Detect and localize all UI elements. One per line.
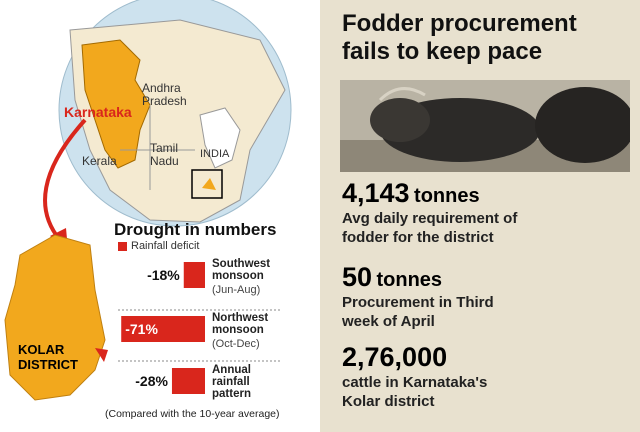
country-label: INDIA [200, 148, 230, 160]
state-borders [120, 105, 195, 190]
fact-figure: 50 tonnes [342, 262, 632, 293]
kolar-marker [95, 348, 108, 362]
legend-swatch [118, 242, 127, 251]
photo [340, 80, 630, 172]
district-map [4, 234, 106, 401]
row-period: (Jun-Aug) [212, 284, 261, 296]
region-label: Andhra Pradesh [142, 81, 187, 108]
legend-label: Rainfall deficit [131, 240, 200, 252]
value-label: -18% [147, 267, 180, 283]
region-label: Tamil Nadu [150, 141, 179, 168]
fact-text: Procurement in Third week of April [342, 294, 494, 330]
state-karnataka [81, 39, 151, 169]
fact-text: cattle in Karnataka's Kolar district [342, 374, 488, 410]
deficit-bar [171, 368, 205, 394]
fact: 2,76,000 cattle in Karnataka's Kolar dist… [342, 342, 632, 411]
india-inset [199, 107, 241, 169]
row-name: Northwest monsoon [212, 312, 269, 336]
fact-unit: tonnes [376, 269, 443, 291]
fact-number: 50 [342, 262, 373, 292]
fact-number: 2,76,000 [342, 342, 448, 372]
map-panel [4, 0, 292, 401]
fact-figure: 4,143 tonnes [342, 178, 632, 209]
fact-text: Avg daily requirement of fodder for the … [342, 210, 518, 246]
fact: 4,143 tonnes Avg daily requirement of fod… [342, 178, 632, 247]
district-label: KOLAR DISTRICT [18, 342, 78, 372]
row-period: (Oct-Dec) [212, 338, 260, 350]
deficit-bar [121, 316, 205, 342]
fact: 50 tonnes Procurement in Third week of Ap… [342, 262, 632, 331]
fact-figure: 2,76,000 [342, 342, 632, 373]
facts-title: Fodder procurement fails to keep pace [342, 10, 577, 65]
inset-state [202, 178, 216, 190]
state-label: Karnataka [64, 104, 132, 120]
deficit-bar [183, 262, 205, 288]
value-label: -71% [125, 321, 158, 337]
row-name: Southwest monsoon [212, 258, 271, 282]
fact-number: 4,143 [342, 178, 410, 208]
fact-unit: tonnes [414, 185, 480, 207]
drought-title: Drought in numbers [114, 220, 277, 239]
value-label: -28% [135, 373, 168, 389]
arrow [43, 118, 87, 242]
region-label: Kerala [82, 154, 117, 168]
note: (Compared with the 10-year average) [105, 408, 280, 420]
inset-box [191, 169, 223, 199]
row-name: Annual rainfall pattern [212, 364, 251, 400]
facts-panel: Fodder procurement fails to keep pace [320, 0, 640, 432]
